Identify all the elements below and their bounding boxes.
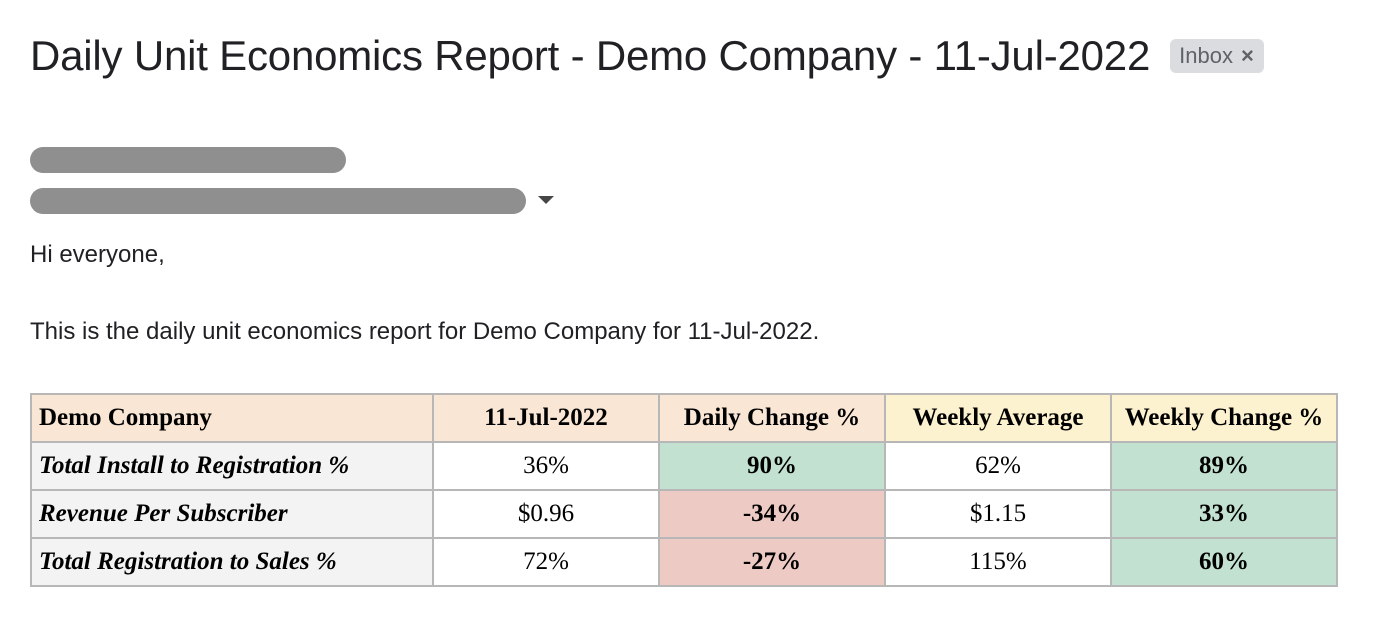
row-value: 72% bbox=[432, 537, 660, 587]
redacted-recipients bbox=[30, 188, 526, 214]
redacted-sender bbox=[30, 147, 346, 173]
email-subject: Daily Unit Economics Report - Demo Compa… bbox=[30, 32, 1151, 79]
row-metric: Total Registration to Sales % bbox=[30, 537, 434, 587]
inbox-label-chip[interactable]: Inbox × bbox=[1170, 39, 1264, 73]
header-date: 11-Jul-2022 bbox=[432, 393, 660, 443]
table-row: Revenue Per Subscriber $0.96 -34% $1.15 … bbox=[30, 489, 1338, 539]
close-icon[interactable]: × bbox=[1240, 43, 1254, 68]
row-daily-change: -34% bbox=[658, 489, 886, 539]
table-header-row: Demo Company 11-Jul-2022 Daily Change % … bbox=[30, 393, 1338, 443]
header-daily-change: Daily Change % bbox=[658, 393, 886, 443]
row-value: $0.96 bbox=[432, 489, 660, 539]
row-weekly-average: 62% bbox=[884, 441, 1112, 491]
row-daily-change: 90% bbox=[658, 441, 886, 491]
email-subject-row: Daily Unit Economics Report - Demo Compa… bbox=[30, 30, 1264, 82]
row-weekly-change: 60% bbox=[1110, 537, 1338, 587]
email-intro: This is the daily unit economics report … bbox=[30, 318, 820, 345]
row-metric: Total Install to Registration % bbox=[30, 441, 434, 491]
row-weekly-average: $1.15 bbox=[884, 489, 1112, 539]
row-value: 36% bbox=[432, 441, 660, 491]
table-row: Total Install to Registration % 36% 90% … bbox=[30, 441, 1338, 491]
inbox-label-text: Inbox bbox=[1179, 43, 1233, 68]
row-daily-change: -27% bbox=[658, 537, 886, 587]
row-metric: Revenue Per Subscriber bbox=[30, 489, 434, 539]
unit-economics-table: Demo Company 11-Jul-2022 Daily Change % … bbox=[30, 393, 1338, 587]
chevron-down-icon[interactable] bbox=[538, 196, 554, 204]
header-weekly-average: Weekly Average bbox=[884, 393, 1112, 443]
table-row: Total Registration to Sales % 72% -27% 1… bbox=[30, 537, 1338, 587]
row-weekly-change: 33% bbox=[1110, 489, 1338, 539]
header-weekly-change: Weekly Change % bbox=[1110, 393, 1338, 443]
row-weekly-average: 115% bbox=[884, 537, 1112, 587]
email-greeting: Hi everyone, bbox=[30, 241, 165, 268]
row-weekly-change: 89% bbox=[1110, 441, 1338, 491]
header-company: Demo Company bbox=[30, 393, 434, 443]
